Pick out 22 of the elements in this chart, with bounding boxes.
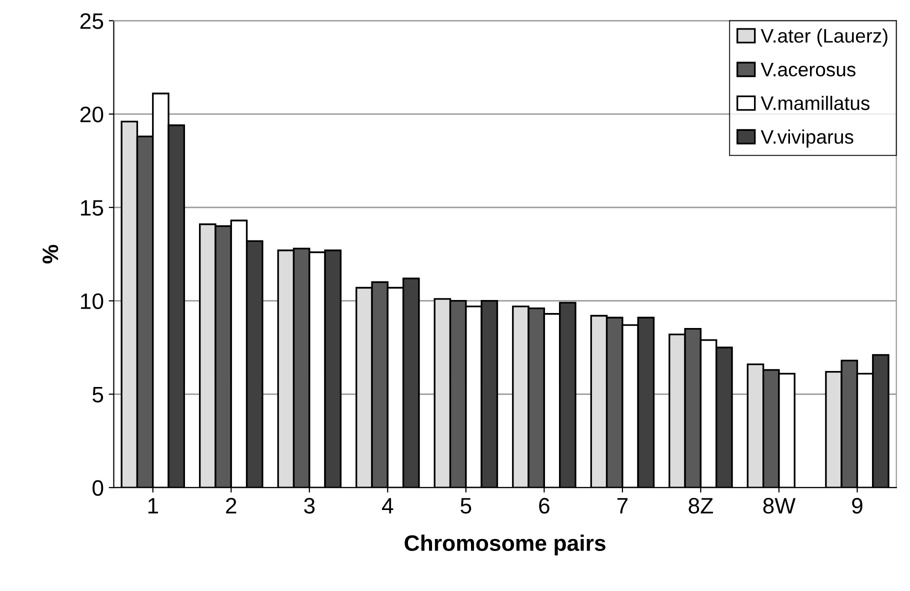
x-tick-label: 9 [852,498,862,514]
y-tick-label: 15 [81,200,104,216]
y-tick-label: 5 [92,386,104,402]
x-axis-title: Chromosome pairs [404,534,606,556]
x-tick-label: 5 [460,498,472,514]
y-tick-label: 10 [81,293,104,310]
y-tick-label: 20 [80,106,104,122]
x-tick-label: 2 [226,498,236,514]
x-tick-label: 7 [617,498,628,514]
y-tick-label: 0 [92,480,104,496]
x-tick-label: 8W [763,498,796,514]
legend-label: V.viviparus [760,130,854,148]
y-tick-label: 25 [80,13,104,29]
legend-label: V.acerosus [760,62,856,76]
x-tick-label: 3 [304,498,315,514]
x-tick-label: 6 [539,498,550,514]
x-tick-label: 4 [382,498,394,514]
y-axis-title: % [42,244,58,264]
legend-label: V.ater (Lauerz) [760,28,888,47]
legend-label: V.mamillatus [760,96,870,110]
x-tick-label: 1 [148,498,158,514]
x-tick-label: 8Z [688,498,713,514]
